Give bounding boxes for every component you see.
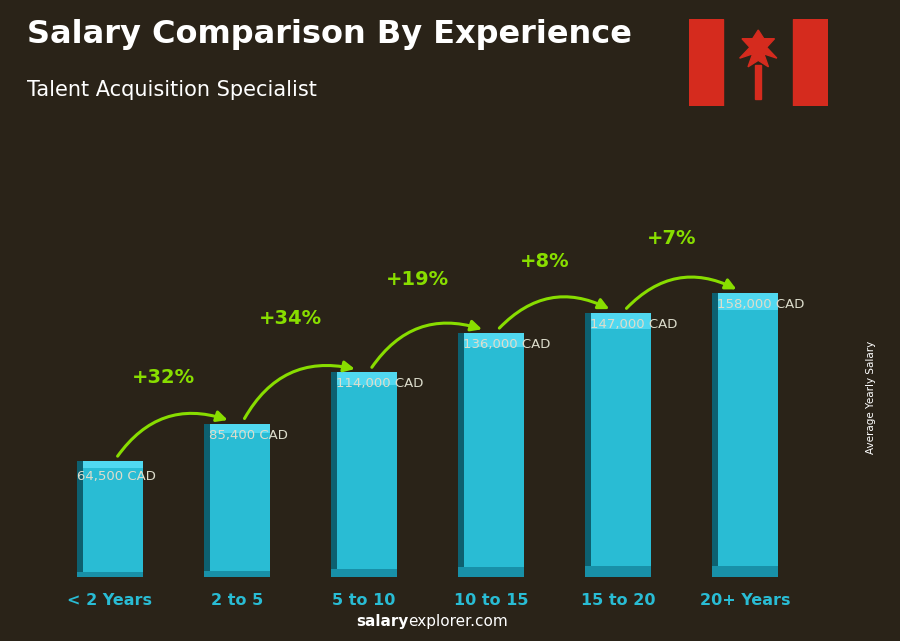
Text: +8%: +8%	[519, 253, 570, 271]
Bar	[688, 19, 724, 106]
Text: 85,400 CAD: 85,400 CAD	[209, 429, 288, 442]
Bar	[458, 333, 524, 347]
Text: salary: salary	[356, 615, 409, 629]
Bar	[331, 372, 337, 577]
Bar	[458, 567, 524, 577]
Text: +32%: +32%	[131, 368, 194, 387]
Text: 136,000 CAD: 136,000 CAD	[464, 338, 551, 351]
Text: Salary Comparison By Experience: Salary Comparison By Experience	[27, 19, 632, 50]
Bar	[712, 294, 718, 577]
Text: 64,500 CAD: 64,500 CAD	[76, 470, 156, 483]
Bar	[458, 333, 524, 577]
Bar	[76, 572, 143, 577]
Bar	[76, 461, 83, 577]
Bar	[755, 65, 761, 99]
Text: +7%: +7%	[647, 229, 697, 248]
Bar	[203, 570, 270, 577]
Bar	[712, 294, 778, 310]
Bar	[712, 565, 778, 577]
Polygon shape	[740, 30, 777, 67]
Bar	[76, 461, 143, 468]
Bar	[331, 372, 397, 577]
Text: +19%: +19%	[386, 270, 449, 288]
Bar	[76, 461, 143, 577]
Bar	[585, 567, 652, 577]
Bar	[203, 424, 270, 577]
Bar	[585, 313, 652, 329]
Bar	[331, 569, 397, 577]
Bar	[585, 313, 591, 577]
Bar	[203, 424, 210, 577]
Bar	[458, 333, 464, 577]
Text: +34%: +34%	[258, 309, 321, 328]
Text: Talent Acquisition Specialist: Talent Acquisition Specialist	[27, 80, 317, 100]
Text: 147,000 CAD: 147,000 CAD	[590, 318, 678, 331]
Text: explorer.com: explorer.com	[409, 615, 508, 629]
Bar	[712, 294, 778, 577]
Text: Average Yearly Salary: Average Yearly Salary	[866, 341, 877, 454]
Bar	[331, 372, 397, 385]
Text: 114,000 CAD: 114,000 CAD	[336, 378, 423, 390]
Bar	[585, 313, 652, 577]
Bar	[793, 19, 828, 106]
Bar	[203, 424, 270, 433]
Text: 158,000 CAD: 158,000 CAD	[717, 298, 805, 312]
